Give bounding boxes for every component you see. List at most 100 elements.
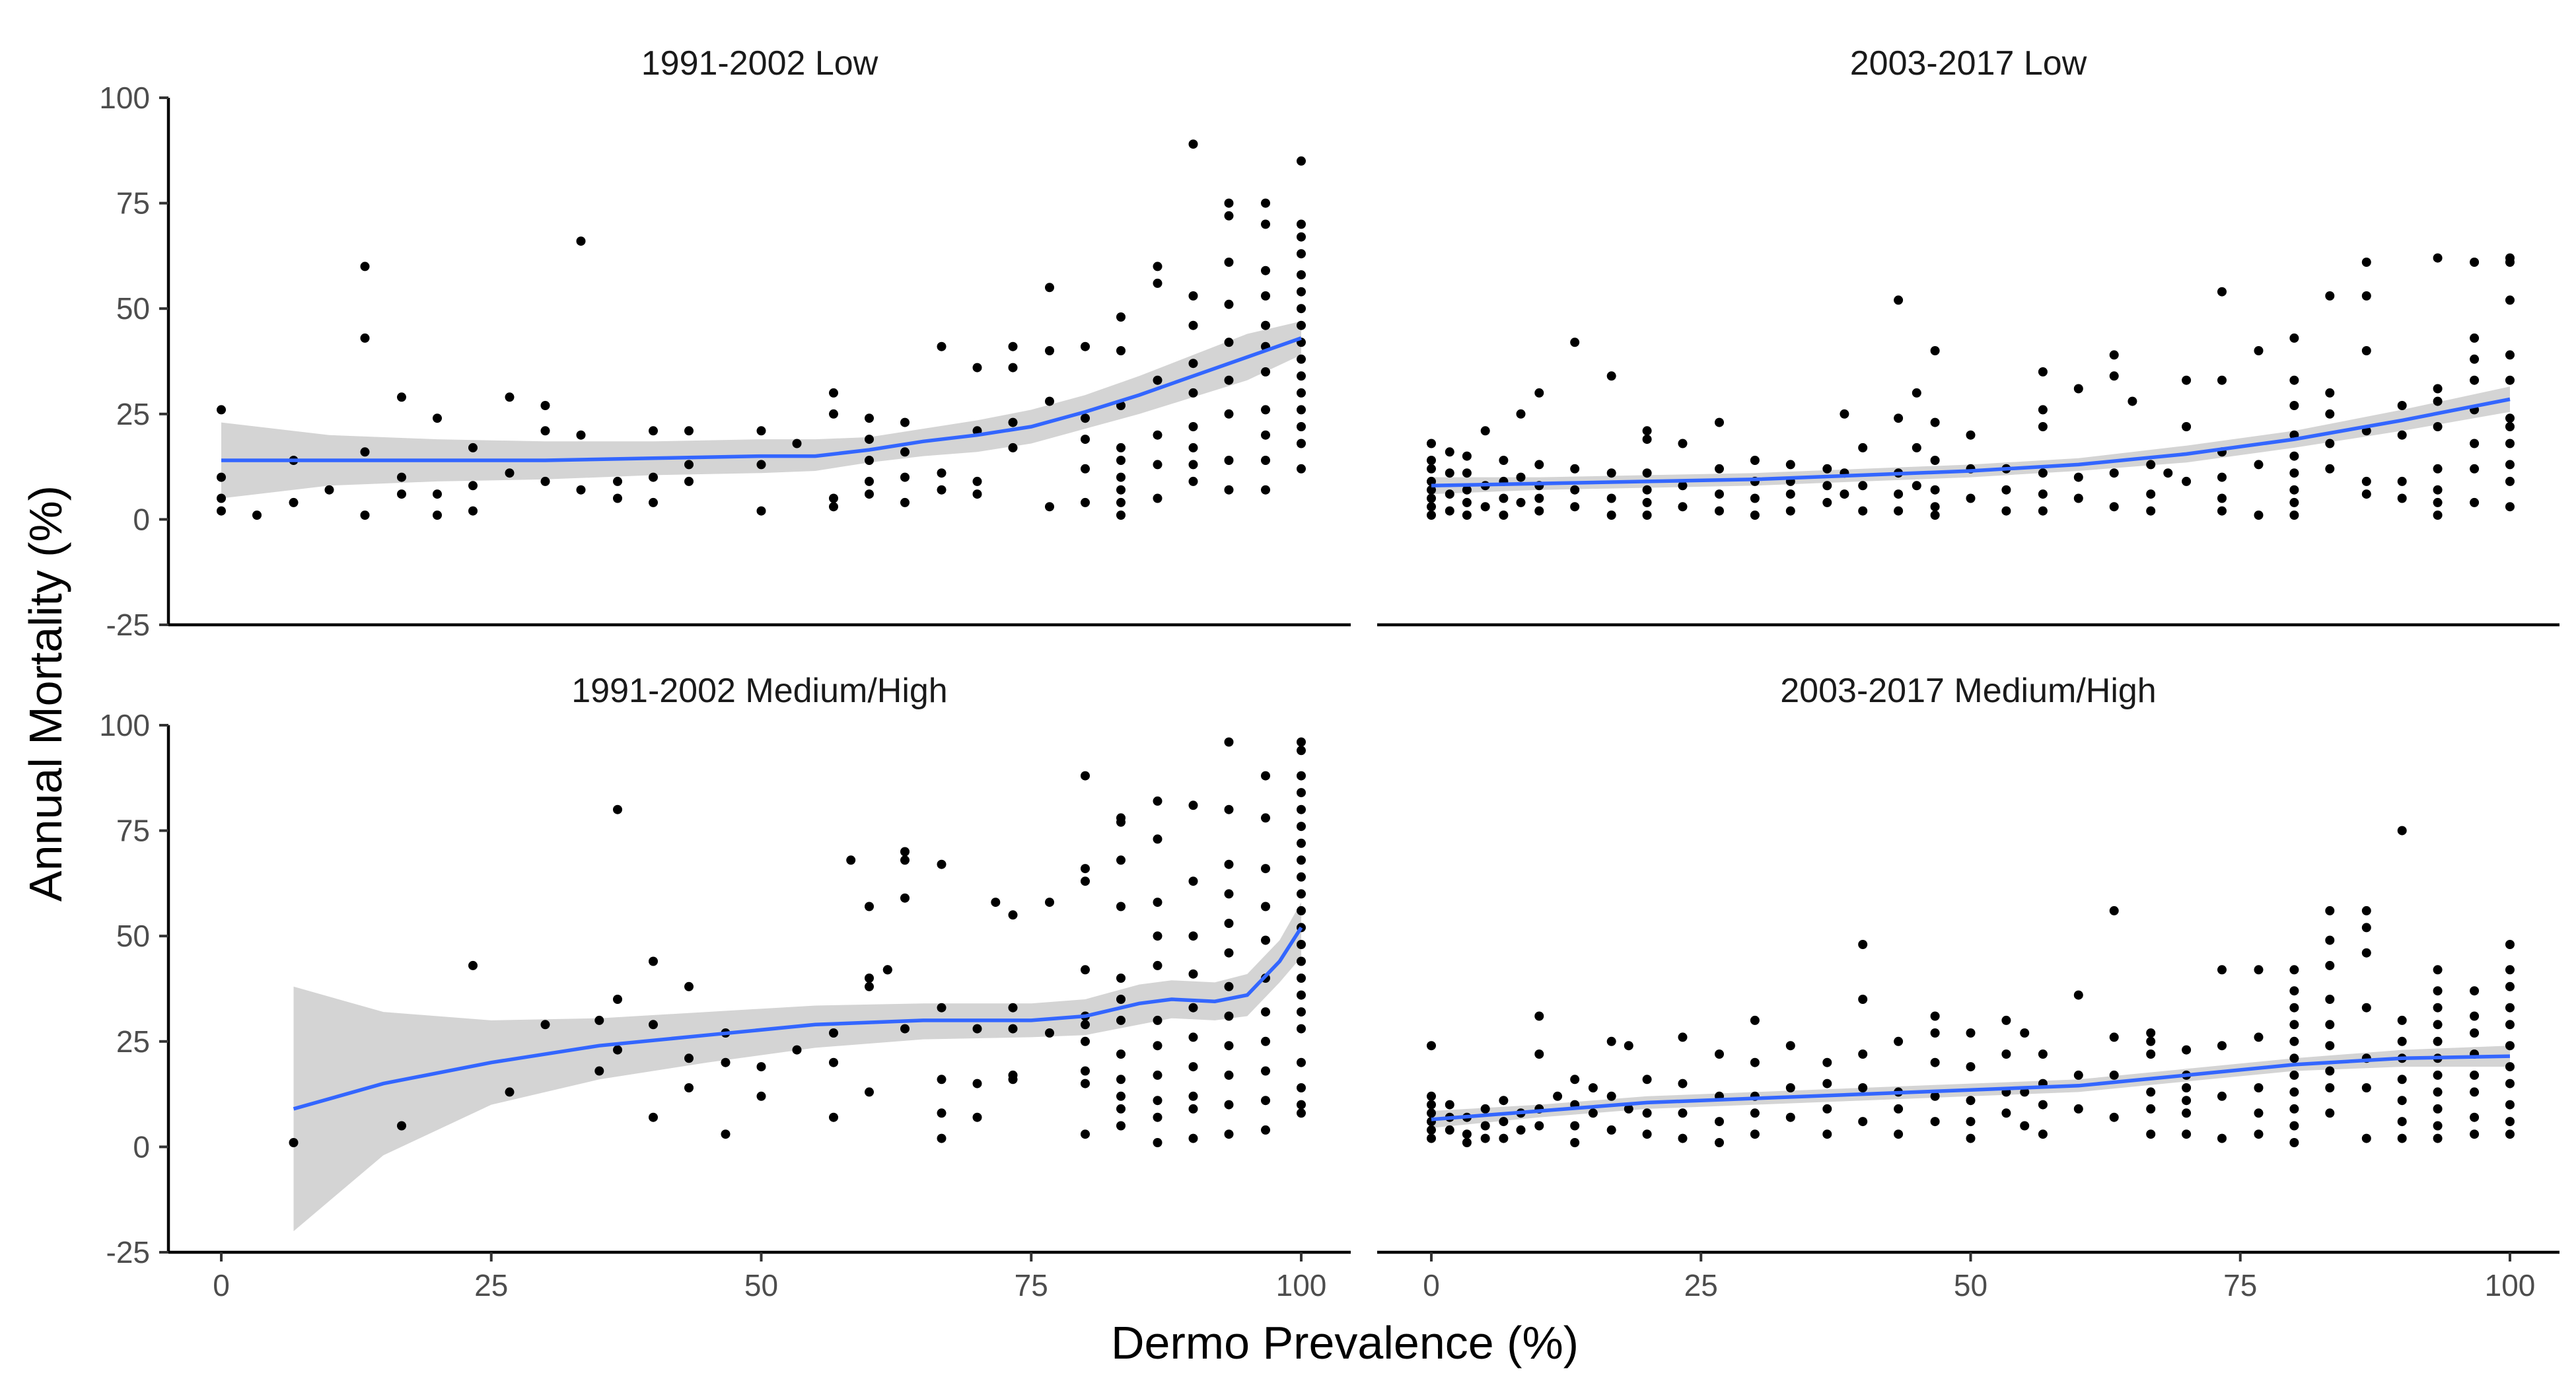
data-point bbox=[1153, 1070, 1163, 1080]
data-point bbox=[1153, 931, 1163, 941]
data-point bbox=[1224, 919, 1234, 928]
data-point bbox=[1750, 511, 1760, 520]
data-point bbox=[1297, 320, 1306, 330]
data-point bbox=[865, 413, 874, 423]
x-tick-label: 0 bbox=[213, 1268, 230, 1302]
data-point bbox=[2217, 1041, 2227, 1051]
data-point bbox=[1499, 511, 1509, 520]
data-point bbox=[1858, 1049, 1868, 1059]
data-point bbox=[1297, 872, 1306, 882]
data-point bbox=[684, 476, 694, 486]
data-point bbox=[972, 489, 982, 499]
data-point bbox=[721, 1057, 731, 1067]
data-point bbox=[1224, 1011, 1234, 1021]
data-point bbox=[1188, 388, 1198, 398]
data-point bbox=[1261, 320, 1270, 330]
data-point bbox=[1297, 737, 1306, 747]
data-point bbox=[1045, 283, 1054, 293]
data-point bbox=[2289, 1053, 2299, 1063]
data-point bbox=[1045, 346, 1054, 355]
data-point bbox=[1894, 413, 1904, 423]
data-point bbox=[1224, 409, 1234, 419]
data-point bbox=[1427, 464, 1436, 474]
data-point bbox=[846, 855, 856, 865]
data-point bbox=[1858, 506, 1868, 516]
data-point bbox=[1499, 1117, 1509, 1127]
data-point bbox=[1534, 460, 1544, 470]
data-point bbox=[2397, 1096, 2407, 1106]
data-point bbox=[1822, 1057, 1832, 1067]
data-point bbox=[1678, 502, 1688, 512]
data-point bbox=[829, 502, 838, 512]
data-point bbox=[1785, 460, 1795, 470]
data-point bbox=[1499, 493, 1509, 503]
data-point bbox=[1008, 417, 1018, 427]
data-point bbox=[900, 417, 910, 427]
data-point bbox=[1224, 375, 1234, 385]
data-point bbox=[2020, 1121, 2030, 1131]
data-point bbox=[1224, 198, 1234, 208]
data-point bbox=[433, 413, 442, 423]
data-point bbox=[2038, 506, 2048, 516]
data-point bbox=[360, 333, 370, 343]
data-point bbox=[1008, 1003, 1018, 1013]
data-point bbox=[397, 392, 406, 402]
data-point bbox=[1081, 771, 1090, 781]
data-point bbox=[1822, 1129, 1832, 1139]
data-point bbox=[1750, 456, 1760, 465]
data-point bbox=[1261, 902, 1270, 911]
data-point bbox=[1966, 1028, 1976, 1038]
data-point bbox=[756, 460, 766, 470]
data-point bbox=[2182, 375, 2192, 385]
data-point bbox=[1081, 341, 1090, 351]
data-point bbox=[1188, 1062, 1198, 1072]
data-point bbox=[1261, 1036, 1270, 1046]
data-point bbox=[468, 443, 478, 452]
data-point bbox=[1930, 417, 1940, 427]
data-point bbox=[2289, 986, 2299, 996]
data-point bbox=[1224, 1100, 1234, 1110]
data-point bbox=[2182, 1129, 2192, 1139]
data-point bbox=[2470, 1087, 2480, 1097]
data-point bbox=[1499, 1096, 1509, 1106]
data-point bbox=[2433, 384, 2443, 394]
data-point bbox=[882, 965, 892, 975]
data-point bbox=[2020, 1028, 2030, 1038]
data-point bbox=[1930, 502, 1940, 512]
data-point bbox=[900, 855, 910, 865]
data-point bbox=[2182, 1096, 2192, 1106]
data-point bbox=[2470, 439, 2480, 448]
data-point bbox=[2397, 1133, 2407, 1143]
data-point bbox=[1427, 439, 1436, 448]
data-point bbox=[1081, 1079, 1090, 1088]
data-point bbox=[1116, 1121, 1126, 1131]
data-point bbox=[1930, 1117, 1940, 1127]
data-point bbox=[2325, 1020, 2335, 1030]
data-point bbox=[2325, 935, 2335, 945]
data-point bbox=[2254, 460, 2264, 470]
data-point bbox=[2128, 396, 2137, 406]
data-point bbox=[1822, 1079, 1832, 1088]
data-point bbox=[1153, 375, 1163, 385]
data-point bbox=[1894, 489, 1904, 499]
data-point bbox=[1822, 464, 1832, 474]
data-point bbox=[1081, 864, 1090, 874]
data-point bbox=[1930, 456, 1940, 465]
data-point bbox=[1153, 1096, 1163, 1106]
data-point bbox=[1008, 341, 1018, 351]
data-point bbox=[2325, 439, 2335, 448]
data-point bbox=[1642, 426, 1652, 436]
data-point bbox=[1785, 1041, 1795, 1051]
data-point bbox=[2470, 333, 2480, 343]
points-group bbox=[1427, 826, 2515, 1147]
data-point bbox=[1606, 1091, 1616, 1101]
panel-title: 2003-2017 Medium/High bbox=[1780, 672, 2156, 710]
data-point bbox=[1081, 413, 1090, 423]
data-point bbox=[1224, 1041, 1234, 1051]
data-point bbox=[1261, 456, 1270, 465]
data-point bbox=[1297, 1057, 1306, 1067]
data-point bbox=[1642, 511, 1652, 520]
data-point bbox=[1606, 468, 1616, 478]
data-point bbox=[468, 960, 478, 970]
data-point bbox=[1297, 304, 1306, 314]
